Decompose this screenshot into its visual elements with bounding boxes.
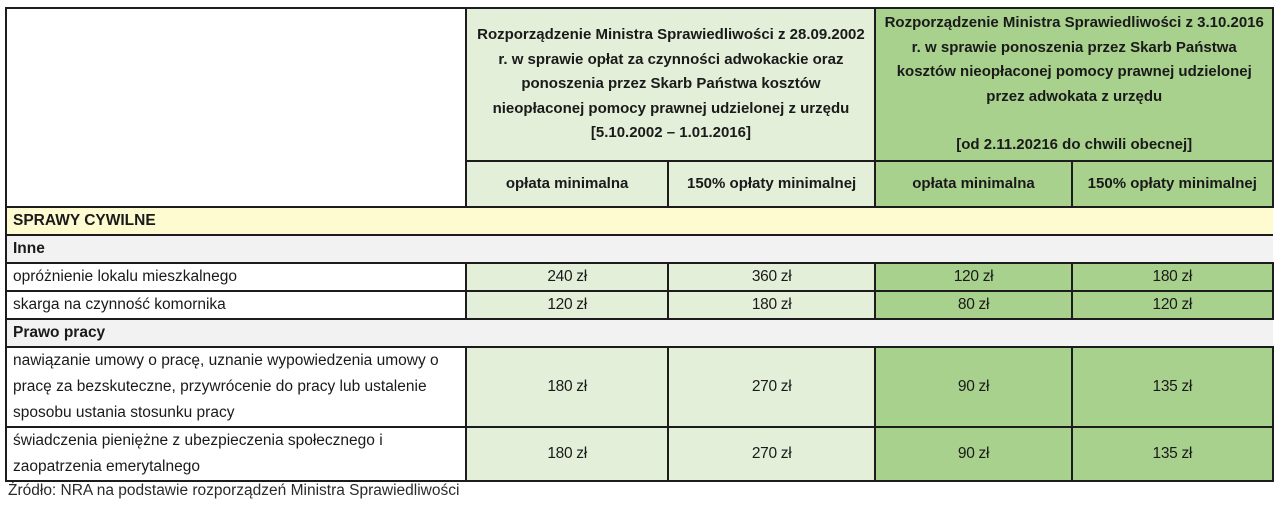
value-2002-min: 180 zł xyxy=(465,425,669,482)
group-row: Inne xyxy=(5,233,1273,264)
table-row: skarga na czynność komornika 120 zł 180 … xyxy=(4,289,1275,320)
header-row-regulations: Rozporządzenie Ministra Sprawiedliwości … xyxy=(4,7,1274,208)
value-2016-min: 120 zł xyxy=(874,261,1073,292)
row-label: skarga na czynność komornika xyxy=(4,289,468,320)
value-2002-150: 270 zł xyxy=(666,425,877,482)
header-regulation-2002: Rozporządzenie Ministra Sprawiedliwości … xyxy=(465,7,877,162)
table-row: opróżnienie lokalu mieszkalnego 240 zł 3… xyxy=(4,261,1275,292)
group-label-prawo-pracy: Prawo pracy xyxy=(5,317,1273,348)
value-2016-min: 80 zł xyxy=(874,289,1073,320)
col-header-2016-min: opłata minimalna xyxy=(874,159,1073,208)
group-label-inne: Inne xyxy=(5,233,1273,264)
value-2016-150: 135 zł xyxy=(1070,425,1275,482)
table-row: świadczenia pieniężne z ubezpieczenia sp… xyxy=(4,425,1275,482)
source-note: Źródło: NRA na podstawie rozporządzeń Mi… xyxy=(8,482,460,499)
regulation-2002-period: [5.10.2002 – 1.01.2016] xyxy=(590,124,751,141)
section-label: SPRAWY CYWILNE xyxy=(5,205,1273,236)
regulation-2016-period: [od 2.11.20216 do chwili obecnej] xyxy=(956,136,1193,153)
header-blank-cell xyxy=(4,7,468,208)
table-row: nawiązanie umowy o pracę, uznanie wypowi… xyxy=(4,345,1275,428)
value-2002-min: 240 zł xyxy=(465,261,669,292)
fee-comparison-table: Rozporządzenie Ministra Sprawiedliwości … xyxy=(4,7,1275,482)
regulation-2016-title: Rozporządzenie Ministra Sprawiedliwości … xyxy=(884,14,1264,105)
value-2002-min: 180 zł xyxy=(465,345,669,428)
col-header-2002-150: 150% opłaty minimalnej xyxy=(666,159,877,208)
group-row: Prawo pracy xyxy=(5,317,1273,348)
value-2016-min: 90 zł xyxy=(874,425,1073,482)
value-2002-150: 360 zł xyxy=(666,261,877,292)
row-label: świadczenia pieniężne z ubezpieczenia sp… xyxy=(4,425,468,482)
section-row: SPRAWY CYWILNE xyxy=(5,205,1273,236)
row-label: opróżnienie lokalu mieszkalnego xyxy=(4,261,468,292)
value-2016-min: 90 zł xyxy=(874,345,1073,428)
row-label: nawiązanie umowy o pracę, uznanie wypowi… xyxy=(4,345,468,428)
value-2016-150: 180 zł xyxy=(1070,261,1275,292)
col-header-2016-150: 150% opłaty minimalnej xyxy=(1070,159,1275,208)
value-2002-150: 180 zł xyxy=(666,289,877,320)
header-row-subcolumns: opłata minimalna 150% opłaty minimalnej … xyxy=(6,159,1275,208)
value-2002-min: 120 zł xyxy=(465,289,669,320)
value-2016-150: 135 zł xyxy=(1070,345,1275,428)
col-header-2002-min: opłata minimalna xyxy=(465,159,669,208)
header-regulation-2016: Rozporządzenie Ministra Sprawiedliwości … xyxy=(874,7,1274,162)
regulation-2002-title: Rozporządzenie Ministra Sprawiedliwości … xyxy=(477,26,865,117)
value-2016-150: 120 zł xyxy=(1070,289,1275,320)
value-2002-150: 270 zł xyxy=(666,345,877,428)
